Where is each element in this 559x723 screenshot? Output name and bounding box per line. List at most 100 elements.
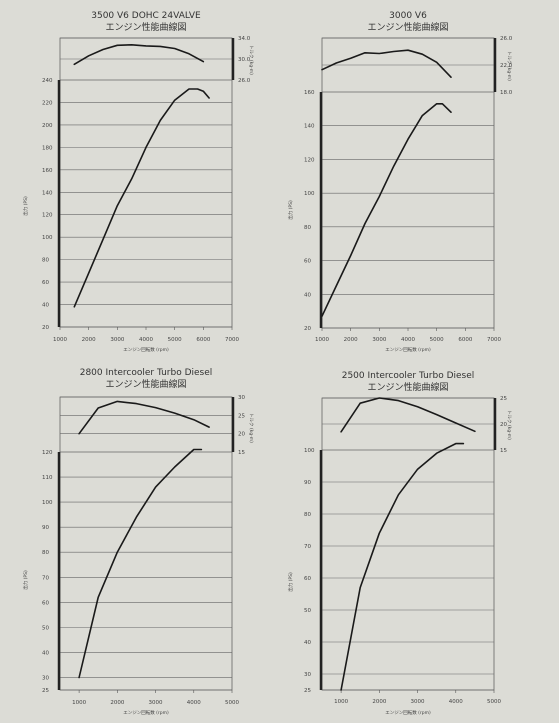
power-tick-label: 120 [42,450,53,456]
power-tick-label: 100 [42,500,53,506]
power-tick-label: 140 [304,124,315,130]
x-tick-label: 1000 [72,700,86,706]
power-tick-label: 180 [42,145,53,151]
x-tick-label: 4000 [187,700,201,706]
chart-subtitle: エンジン性能曲線図 [367,21,448,33]
power-tick-label: 110 [42,475,53,481]
torque-axis-label: トルク (kg-m) [506,410,512,440]
power-tick-label: 80 [304,225,311,231]
x-axis-label: エンジン回転数 (rpm) [385,346,431,353]
power-tick-label: 100 [304,191,315,197]
x-tick-label: 3000 [149,700,163,706]
x-tick-label: 2000 [344,337,358,343]
power-tick-label: 120 [42,213,53,219]
power-tick-label: 30 [42,675,49,681]
torque-tick-label: 26.0 [500,36,513,42]
power-tick-label: 40 [42,303,49,309]
torque-curve [73,43,205,66]
chart-subtitle: エンジン性能曲線図 [105,378,186,390]
x-tick-label: 3000 [372,337,386,343]
chart-title: 3500 V6 DOHC 24VALVE [91,11,201,21]
torque-tick-label: 30.0 [238,57,251,63]
x-tick-label: 1000 [315,337,329,343]
power-tick-label: 200 [42,123,53,129]
torque-tick-label: 15 [238,450,245,456]
x-tick-label: 7000 [225,337,239,343]
x-tick-label: 4000 [401,337,415,343]
power-tick-label: 220 [42,100,53,106]
power-tick-label: 100 [304,448,315,454]
torque-curve [78,400,210,435]
x-tick-label: 5000 [430,337,444,343]
torque-tick-label: 25 [500,396,507,402]
x-tick-label: 2000 [82,337,96,343]
power-axis-label: 出力 (PS) [22,570,29,590]
x-tick-label: 3000 [411,699,425,705]
x-tick-label: 5000 [225,700,239,706]
power-curve [340,442,465,691]
x-axis-label: エンジン回転数 (rpm) [123,709,169,716]
torque-tick-label: 34.0 [238,36,251,42]
power-tick-label: 20 [42,325,49,331]
power-axis-label: 出力 (PS) [287,572,294,592]
torque-tick-label: 26.0 [238,78,251,84]
power-tick-label: 90 [42,525,49,531]
chart-subtitle: エンジン性能曲線図 [367,381,448,393]
x-tick-label: 6000 [196,337,210,343]
torque-tick-label: 15 [500,448,507,454]
power-tick-label: 160 [42,168,53,174]
torque-tick-label: 18.0 [500,90,513,96]
power-tick-label: 30 [304,672,311,678]
x-axis-label: エンジン回転数 (rpm) [123,346,169,353]
power-tick-label: 25 [42,688,49,694]
power-tick-label: 20 [304,326,311,332]
x-tick-label: 5000 [168,337,182,343]
power-tick-label: 50 [304,608,311,614]
torque-curve [321,49,452,78]
x-tick-label: 7000 [487,337,501,343]
power-axis-label: 出力 (PS) [22,196,29,216]
x-tick-label: 2000 [110,700,124,706]
power-tick-label: 60 [42,280,49,286]
torque-tick-label: 20 [500,422,507,428]
x-tick-label: 5000 [487,699,501,705]
power-tick-label: 80 [42,550,49,556]
power-tick-label: 60 [304,576,311,582]
power-tick-label: 40 [304,640,311,646]
torque-axis-label: トルク (kg-m) [248,45,254,75]
x-tick-label: 6000 [458,337,472,343]
power-tick-label: 70 [304,544,311,550]
torque-tick-label: 22.0 [500,63,513,69]
plot-frame [321,397,495,691]
power-tick-label: 40 [42,650,49,656]
torque-axis-label: トルク (kg-m) [506,51,512,81]
chart-title: 2800 Intercooler Turbo Diesel [80,368,213,378]
torque-tick-label: 30 [238,395,245,401]
power-tick-label: 140 [42,190,53,196]
power-tick-label: 70 [42,575,49,581]
power-tick-label: 80 [304,512,311,518]
torque-axis-label: トルク (kg-m) [248,413,254,443]
x-tick-label: 4000 [139,337,153,343]
power-tick-label: 160 [304,90,315,96]
power-tick-label: 120 [304,157,315,163]
torque-tick-label: 20 [238,432,245,438]
power-tick-label: 50 [42,625,49,631]
power-tick-label: 60 [304,259,311,265]
power-tick-label: 80 [42,258,49,264]
chart-title: 2500 Intercooler Turbo Diesel [342,371,475,381]
power-tick-label: 60 [42,600,49,606]
x-axis-label: エンジン回転数 (rpm) [385,709,431,716]
power-tick-label: 90 [304,480,311,486]
x-tick-label: 2000 [372,699,386,705]
power-tick-label: 40 [304,292,311,298]
power-curve [78,448,203,679]
power-axis-label: 出力 (PS) [287,200,294,220]
chart-title: 3000 V6 [389,11,427,21]
torque-curve [340,397,476,433]
